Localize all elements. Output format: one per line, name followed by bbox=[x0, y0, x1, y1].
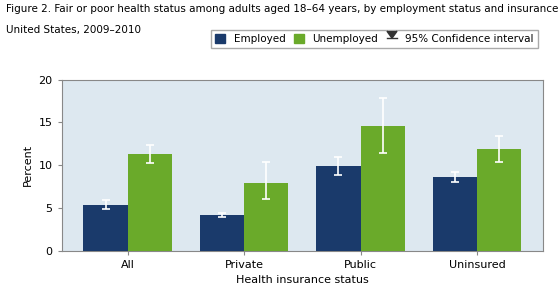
Bar bbox=[477, 149, 521, 251]
Legend: Employed, Unemployed, 95% Confidence interval: Employed, Unemployed, 95% Confidence int… bbox=[211, 30, 538, 48]
Bar bbox=[244, 183, 288, 251]
Bar bbox=[316, 166, 361, 251]
Bar bbox=[83, 205, 128, 251]
Text: United States, 2009–2010: United States, 2009–2010 bbox=[6, 25, 141, 35]
Bar bbox=[361, 126, 405, 251]
Bar bbox=[200, 215, 244, 251]
Y-axis label: Percent: Percent bbox=[23, 144, 33, 186]
X-axis label: Health insurance status: Health insurance status bbox=[236, 275, 369, 285]
Bar bbox=[128, 154, 172, 251]
Text: Figure 2. Fair or poor health status among adults aged 18–64 years, by employmen: Figure 2. Fair or poor health status amo… bbox=[6, 4, 560, 14]
Bar bbox=[433, 177, 477, 251]
